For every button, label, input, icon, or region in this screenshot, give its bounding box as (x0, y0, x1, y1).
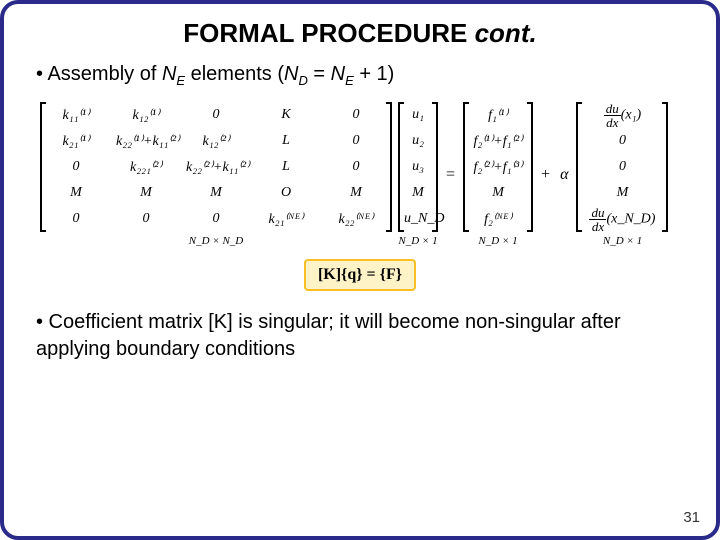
frac-num: du (589, 206, 606, 220)
f-dim-label: N_D × 1 (478, 235, 517, 247)
boxed-equation: [K]{q} = {F} (304, 259, 416, 291)
k-cell: 0 (116, 211, 176, 227)
k-dim-label: N_D × N_D (189, 235, 243, 247)
alpha-vector: dudx(x₁) 0 0 M dudx(x_N_D) (582, 102, 662, 232)
q-cell: u₂ (404, 133, 432, 149)
k-cell: k₁₂⁽²⁾ (186, 133, 246, 150)
nd-d: D (298, 73, 307, 88)
a-dim-label: N_D × 1 (603, 235, 642, 247)
k-cell: 0 (326, 159, 386, 175)
ne-n: N (162, 63, 176, 85)
f-vector-wrap: f₁⁽¹⁾ f₂⁽¹⁾+f₁⁽²⁾ f₂⁽²⁾+f₁⁽³⁾ M f₂⁽ᴺᴱ⁾ N… (463, 102, 533, 247)
a-cell: 0 (582, 133, 662, 149)
q-cell: u_N_D (404, 211, 432, 227)
slide-title: FORMAL PROCEDURE cont. (30, 18, 690, 49)
page-number: 31 (683, 509, 700, 526)
title-cont: cont. (475, 18, 537, 48)
bullet-assembly: • Assembly of NE elements (ND = NE + 1) (30, 63, 690, 88)
k-bracket-right (386, 102, 392, 232)
k-matrix-wrap: k₁₁⁽¹⁾ k₁₂⁽¹⁾ 0 K 0 k₂₁⁽¹⁾ k₂₂⁽¹⁾+k₁₁⁽²⁾… (40, 102, 392, 247)
k-cell: k₂₂₁⁽²⁾ (116, 159, 176, 176)
alpha-symbol: α (558, 166, 570, 184)
q-dim-label: N_D × 1 (398, 235, 437, 247)
k-cell: L (256, 159, 316, 175)
bullet1-NE2: NE (331, 63, 354, 85)
k-cell: k₂₂⁽ᴺᴱ⁾ (326, 211, 386, 228)
k-matrix: k₁₁⁽¹⁾ k₁₂⁽¹⁾ 0 K 0 k₂₁⁽¹⁾ k₂₂⁽¹⁾+k₁₁⁽²⁾… (46, 102, 386, 232)
plus-sign: + (539, 166, 552, 184)
bullet1-NE: NE (162, 63, 185, 85)
a-xn: (x_N_D) (606, 211, 655, 226)
q-vector-wrap: u₁ u₂ u₃ M u_N_D N_D × 1 (398, 102, 438, 247)
f-cell: M (469, 185, 527, 201)
k-cell: 0 (186, 107, 246, 123)
equals-sign: = (444, 166, 457, 184)
title-text: FORMAL PROCEDURE (183, 18, 474, 48)
slide-frame: FORMAL PROCEDURE cont. • Assembly of NE … (0, 0, 720, 540)
f-cell: f₂⁽ᴺᴱ⁾ (469, 211, 527, 228)
a-cell: 0 (582, 159, 662, 175)
k-cell: 0 (186, 211, 246, 227)
ne2-e: E (345, 73, 354, 88)
bullet1-pre: • Assembly of (36, 63, 162, 85)
bullet1-ND: ND (284, 63, 308, 85)
nd-n: N (284, 63, 298, 85)
fraction-icon: dudx (604, 102, 621, 129)
k-cell: M (186, 185, 246, 201)
q-cell: M (404, 185, 432, 201)
k-cell: k₂₁⁽¹⁾ (46, 133, 106, 150)
k-cell: 0 (326, 133, 386, 149)
ne2-n: N (331, 63, 345, 85)
frac-den: dx (604, 116, 620, 129)
f-cell: f₂⁽¹⁾+f₁⁽²⁾ (469, 133, 527, 150)
k-cell: k₂₂⁽²⁾+k₁₁⁽²⁾ (186, 159, 246, 176)
alpha-vector-wrap: dudx(x₁) 0 0 M dudx(x_N_D) N_D × 1 (576, 102, 668, 247)
f-vector: f₁⁽¹⁾ f₂⁽¹⁾+f₁⁽²⁾ f₂⁽²⁾+f₁⁽³⁾ M f₂⁽ᴺᴱ⁾ (469, 102, 527, 232)
f-cell: f₂⁽²⁾+f₁⁽³⁾ (469, 159, 527, 176)
k-cell: M (116, 185, 176, 201)
k-cell: L (256, 133, 316, 149)
frac-den: dx (590, 220, 606, 233)
q-cell: u₁ (404, 107, 432, 123)
boxed-equation-wrap: [K]{q} = {F} (30, 247, 690, 291)
k-cell: k₁₁⁽¹⁾ (46, 107, 106, 124)
a-bracket-right (662, 102, 668, 232)
fraction-icon: dudx (589, 206, 606, 233)
k-cell: k₂₂⁽¹⁾+k₁₁⁽²⁾ (116, 133, 176, 150)
q-cell: u₃ (404, 159, 432, 175)
ne-e: E (176, 73, 185, 88)
a-cell: M (582, 185, 662, 201)
f-cell: f₁⁽¹⁾ (469, 107, 527, 124)
f-bracket-right (527, 102, 533, 232)
matrix-equation: k₁₁⁽¹⁾ k₁₂⁽¹⁾ 0 K 0 k₂₁⁽¹⁾ k₂₂⁽¹⁾+k₁₁⁽²⁾… (40, 102, 690, 247)
k-cell: 0 (46, 211, 106, 227)
a-x1: (x₁) (621, 107, 641, 122)
k-cell: K (256, 107, 316, 123)
q-bracket-right (432, 102, 438, 232)
k-cell: 0 (326, 107, 386, 123)
a-cell: dudx(x_N_D) (582, 206, 662, 233)
bullet1-mid: elements ( (185, 63, 284, 85)
k-cell: k₂₁⁽ᴺᴱ⁾ (256, 211, 316, 228)
k-cell: k₁₂⁽¹⁾ (116, 107, 176, 124)
bullet-singular: • Coefficient matrix [K] is singular; it… (30, 309, 690, 363)
k-cell: M (46, 185, 106, 201)
k-cell: O (256, 185, 316, 201)
bullet1-tail: + 1) (354, 63, 395, 85)
q-vector: u₁ u₂ u₃ M u_N_D (404, 102, 432, 232)
frac-num: du (604, 102, 621, 116)
k-cell: 0 (46, 159, 106, 175)
a-cell: dudx(x₁) (582, 102, 662, 129)
k-cell: M (326, 185, 386, 201)
bullet1-eq: = (308, 63, 331, 85)
